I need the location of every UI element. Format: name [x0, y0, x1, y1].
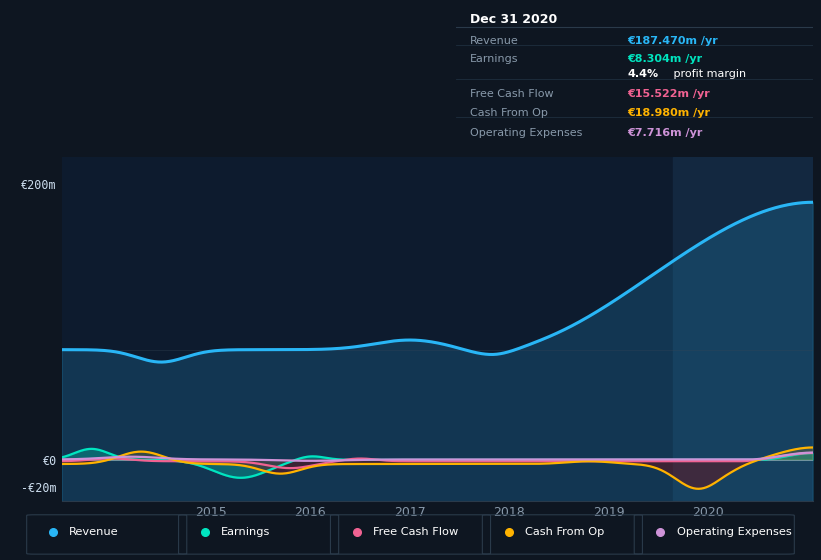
Text: Operating Expenses: Operating Expenses: [470, 128, 582, 138]
Text: Operating Expenses: Operating Expenses: [677, 528, 791, 538]
Text: Earnings: Earnings: [470, 54, 518, 64]
Text: Cash From Op: Cash From Op: [470, 108, 548, 118]
Text: €8.304m /yr: €8.304m /yr: [627, 54, 702, 64]
Text: 4.4%: 4.4%: [627, 69, 658, 79]
Text: €15.522m /yr: €15.522m /yr: [627, 88, 710, 99]
Text: €18.980m /yr: €18.980m /yr: [627, 108, 710, 118]
Text: Free Cash Flow: Free Cash Flow: [470, 88, 553, 99]
Text: Cash From Op: Cash From Op: [525, 528, 604, 538]
Text: Free Cash Flow: Free Cash Flow: [373, 528, 458, 538]
Text: Earnings: Earnings: [221, 528, 271, 538]
Text: Revenue: Revenue: [69, 528, 119, 538]
Text: €187.470m /yr: €187.470m /yr: [627, 36, 718, 45]
Text: profit margin: profit margin: [670, 69, 746, 79]
Bar: [673, 157, 818, 501]
Text: Revenue: Revenue: [470, 36, 519, 45]
Text: €7.716m /yr: €7.716m /yr: [627, 128, 703, 138]
Text: Dec 31 2020: Dec 31 2020: [470, 13, 557, 26]
